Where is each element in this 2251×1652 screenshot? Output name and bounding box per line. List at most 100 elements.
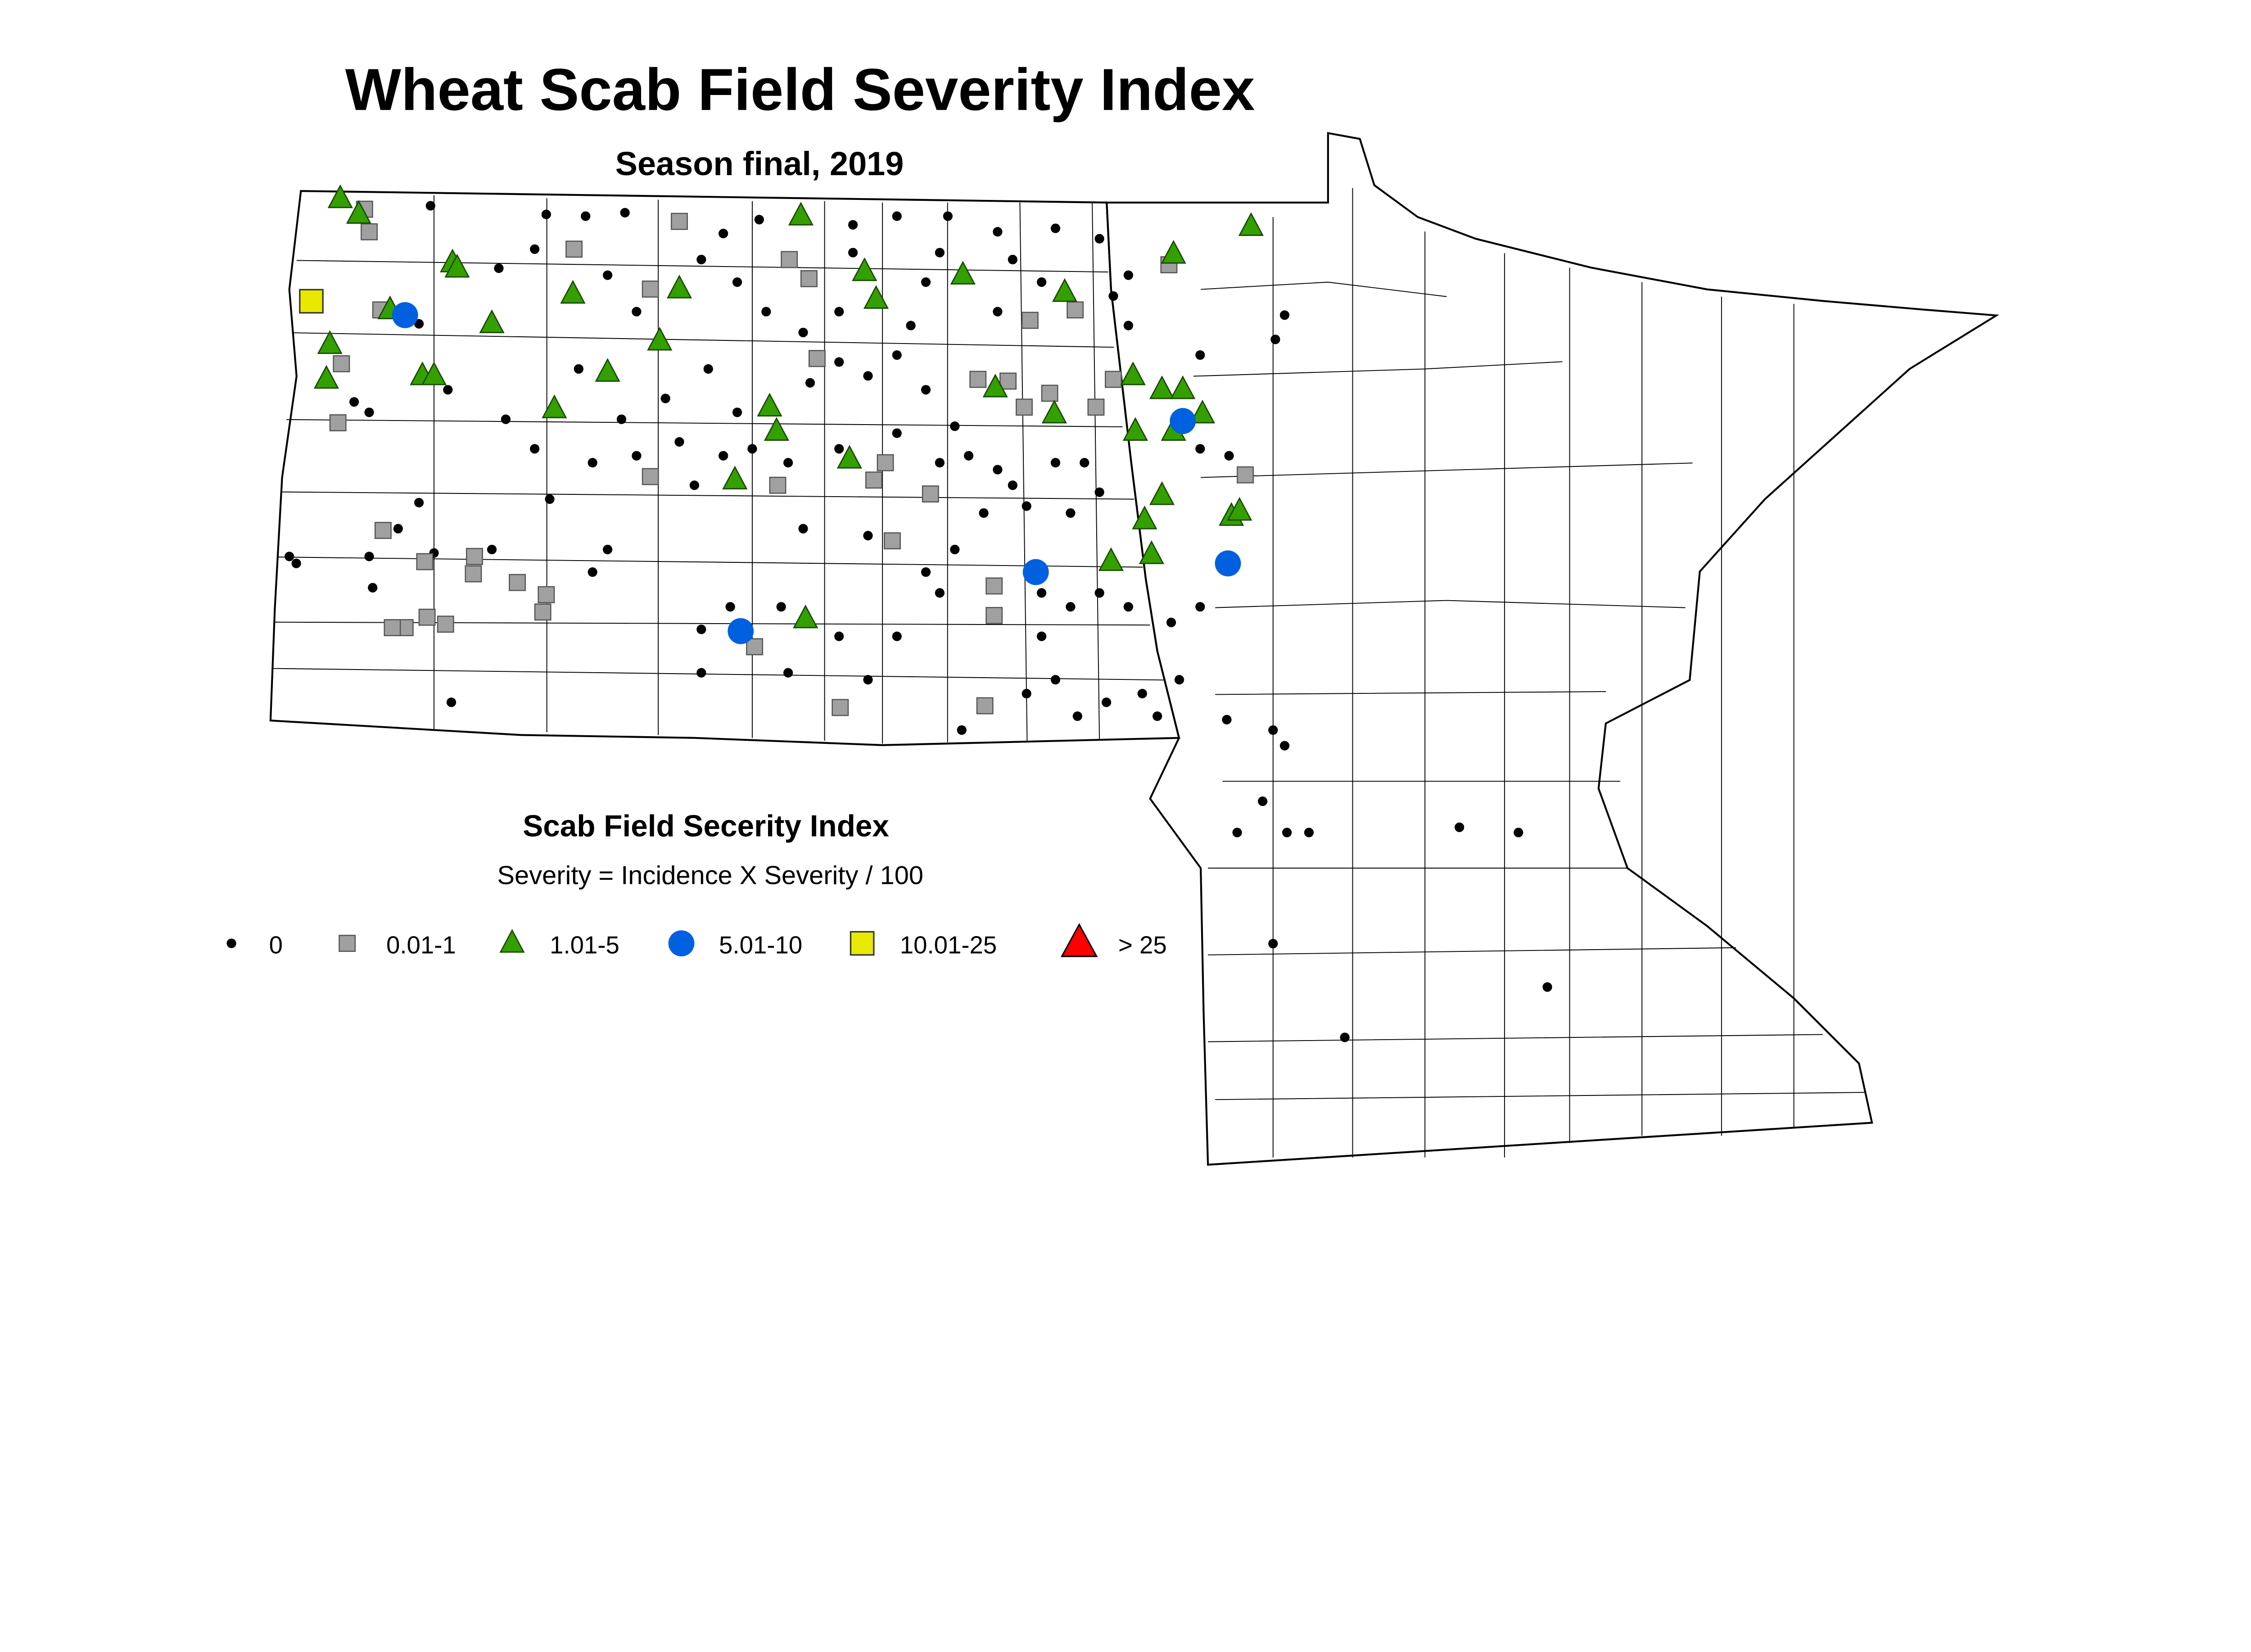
marker-square-c1 — [808, 350, 826, 367]
marker-dot-c0 — [1279, 310, 1290, 320]
marker-dot-c0 — [993, 307, 1003, 317]
marker-square-c1 — [565, 240, 583, 258]
legend-label: 1.01-5 — [550, 932, 619, 959]
marker-dot-c0 — [935, 248, 945, 258]
legend-items: 0 0.01-1 1.01-5 5.01-10 10.01-25 > 25 — [226, 923, 1167, 959]
marker-dot-c0 — [950, 421, 960, 431]
marker-dot-c0 — [660, 394, 670, 403]
marker-square-c1 — [985, 607, 1003, 624]
marker-square-c1 — [534, 603, 551, 621]
marker-dot-c0 — [1050, 458, 1061, 468]
legend-label: 5.01-10 — [719, 932, 802, 959]
marker-dot-c0 — [603, 270, 613, 280]
marker-dot-c0 — [1455, 822, 1465, 833]
marker-square-c1 — [922, 485, 939, 503]
marker-square-c1 — [642, 468, 659, 485]
marker-dot-c0 — [285, 552, 294, 561]
marker-dot-c0 — [1195, 350, 1205, 360]
marker-dot-c0 — [921, 385, 931, 395]
marker-square-c1 — [642, 281, 659, 298]
marker-dot-c0 — [603, 544, 613, 555]
marker-dot-c0 — [1153, 711, 1162, 721]
marker-dot-c0 — [1094, 234, 1104, 244]
scab-severity-map: Wheat Scab Field Severity Index Season f… — [226, 56, 1999, 1166]
marker-triangle-c2 — [327, 184, 353, 208]
marker-triangle-c2 — [346, 200, 372, 224]
marker-triangle-c2 — [317, 330, 343, 354]
marker-dot-c0 — [364, 552, 374, 561]
marker-dot-c0 — [574, 364, 583, 374]
marker-dot-c0 — [957, 725, 967, 735]
marker-square-c1 — [1237, 466, 1254, 484]
marker-dot-c0 — [696, 668, 706, 678]
marker-dot-c0 — [1072, 711, 1082, 721]
legend-label: 0.01-1 — [386, 932, 456, 959]
marker-dot-c0 — [935, 458, 945, 468]
legend-symbol-triangle-large — [1060, 923, 1098, 957]
marker-dot-c0 — [1514, 828, 1523, 837]
marker-triangle-c2 — [444, 253, 470, 278]
marker-triangle-c2 — [788, 202, 814, 226]
marker-triangle-c2 — [1041, 399, 1067, 424]
marker-dot-c0 — [863, 675, 873, 685]
marker-square-c1 — [538, 586, 555, 603]
marker-square-c1 — [877, 454, 894, 471]
marker-triangle-c2 — [1139, 540, 1164, 564]
marker-square-c1 — [999, 372, 1017, 390]
marker-dot-c0 — [1222, 715, 1232, 724]
marker-dot-c0 — [1037, 631, 1047, 641]
marker-triangle-c2 — [1132, 505, 1157, 530]
marker-dot-c0 — [921, 277, 931, 287]
marker-dot-c0 — [719, 451, 728, 461]
marker-square-c1 — [769, 476, 786, 494]
marker-dot-c0 — [935, 588, 945, 598]
marker-square-c1 — [800, 270, 818, 287]
legend-symbol-square — [339, 935, 356, 952]
marker-circle-c3 — [1170, 408, 1196, 434]
marker-dot-c0 — [921, 567, 931, 577]
marker-dot-c0 — [725, 602, 735, 612]
marker-dot-c0 — [1123, 602, 1134, 612]
marker-triangle-c2 — [1149, 481, 1175, 505]
marker-dot-c0 — [588, 567, 597, 577]
marker-dot-c0 — [1174, 675, 1184, 685]
marker-dot-c0 — [616, 414, 627, 424]
marker-dot-c0 — [783, 458, 793, 468]
marker-dot-c0 — [1224, 451, 1234, 461]
marker-dot-c0 — [1108, 291, 1118, 301]
marker-square-c1 — [384, 619, 401, 636]
marker-dot-c0 — [368, 583, 378, 593]
marker-dot-c0 — [1050, 223, 1061, 233]
marker-dot-c0 — [1258, 796, 1268, 806]
marker-square-c1 — [418, 608, 436, 626]
marker-square-c1 — [374, 522, 392, 539]
marker-triangle-c2 — [313, 365, 339, 389]
marker-square-c1 — [1041, 385, 1058, 402]
marker-square-c1 — [416, 553, 434, 570]
marker-triangle-c2 — [479, 309, 505, 333]
marker-dot-c0 — [732, 407, 742, 417]
marker-triangle-c2 — [836, 444, 863, 469]
marker-triangle-c2 — [1238, 212, 1264, 236]
marker-square-large-c4 — [299, 289, 324, 314]
marker-dot-c0 — [393, 524, 403, 534]
marker-triangle-c2 — [950, 261, 976, 285]
county-boundaries — [272, 188, 1867, 1158]
marker-dot-c0 — [632, 307, 642, 317]
marker-dot-c0 — [696, 625, 706, 634]
marker-circle-c3 — [392, 302, 418, 328]
marker-triangle-c2 — [757, 393, 782, 416]
marker-triangle-c2 — [666, 275, 692, 299]
marker-dot-c0 — [783, 668, 793, 678]
marker-dot-c0 — [798, 524, 808, 534]
marker-dot-c0 — [1080, 458, 1089, 468]
marker-dot-c0 — [834, 357, 844, 367]
marker-dot-c0 — [776, 602, 786, 612]
marker-dot-c0 — [1094, 487, 1104, 497]
marker-dot-c0 — [530, 444, 540, 454]
marker-dot-c0 — [414, 319, 424, 329]
north-dakota-outline — [269, 190, 1180, 746]
marker-dot-c0 — [1022, 688, 1031, 699]
marker-square-c1 — [1105, 371, 1122, 388]
marker-triangle-c2 — [595, 358, 620, 382]
